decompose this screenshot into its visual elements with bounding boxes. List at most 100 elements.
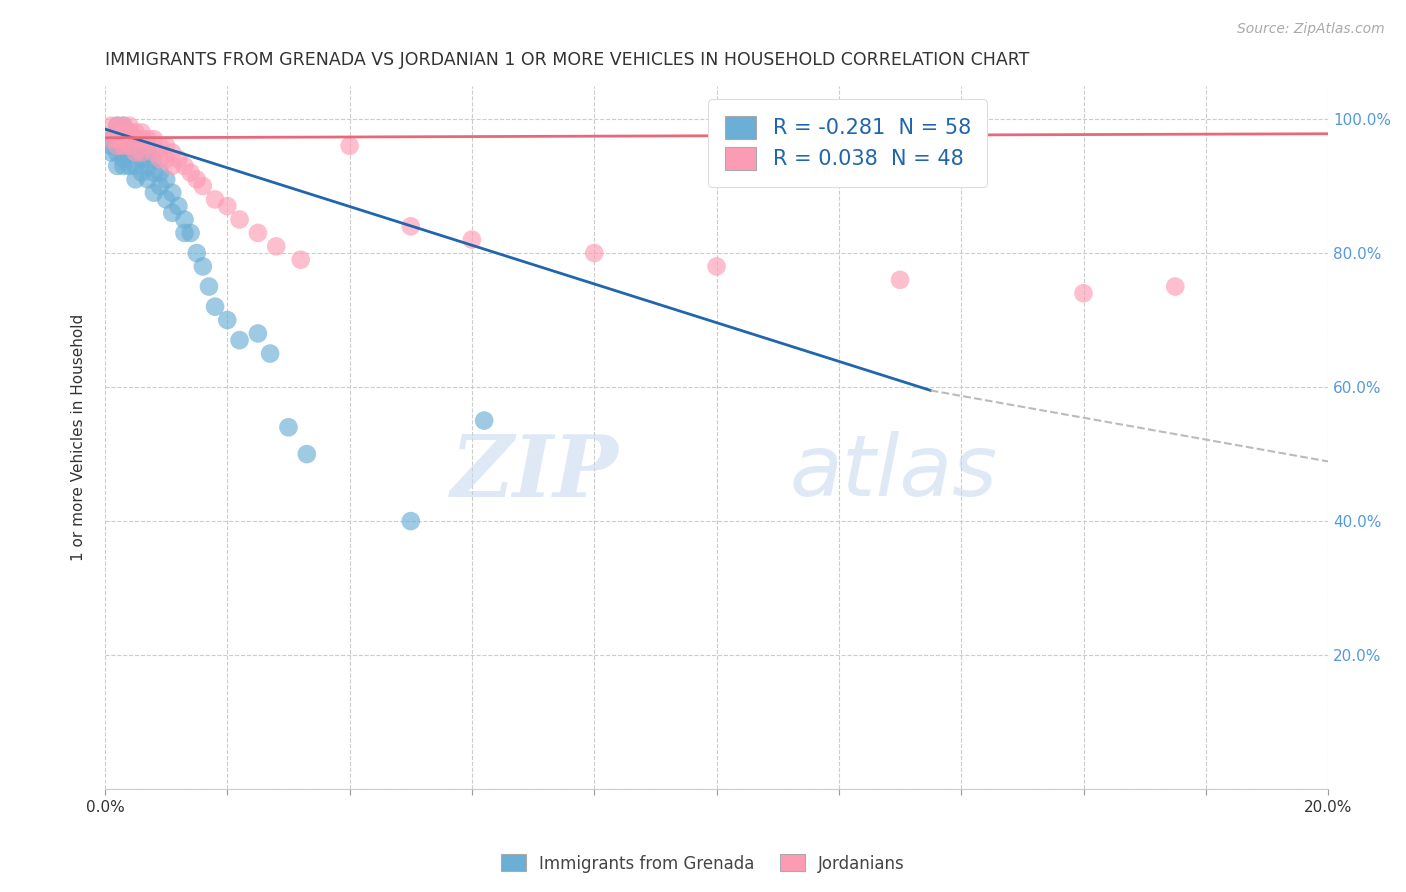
Point xyxy=(124,159,146,173)
Point xyxy=(246,226,269,240)
Point xyxy=(461,233,484,247)
Point xyxy=(131,166,153,180)
Point xyxy=(217,313,239,327)
Point xyxy=(339,138,361,153)
Point xyxy=(290,252,312,267)
Point xyxy=(246,326,269,341)
Point xyxy=(162,145,184,160)
Point xyxy=(118,125,141,139)
Point xyxy=(112,159,135,173)
Text: IMMIGRANTS FROM GRENADA VS JORDANIAN 1 OR MORE VEHICLES IN HOUSEHOLD CORRELATION: IMMIGRANTS FROM GRENADA VS JORDANIAN 1 O… xyxy=(105,51,1029,69)
Point xyxy=(142,186,165,200)
Legend: Immigrants from Grenada, Jordanians: Immigrants from Grenada, Jordanians xyxy=(495,847,911,880)
Point xyxy=(112,125,135,139)
Point xyxy=(105,145,128,160)
Point xyxy=(142,132,165,146)
Point xyxy=(100,145,122,160)
Point xyxy=(191,260,214,274)
Point xyxy=(112,153,135,167)
Point xyxy=(162,186,184,200)
Point xyxy=(204,193,226,207)
Point xyxy=(1073,286,1095,301)
Point xyxy=(124,172,146,186)
Point xyxy=(118,138,141,153)
Point xyxy=(167,199,190,213)
Point xyxy=(105,159,128,173)
Point xyxy=(105,125,128,139)
Point xyxy=(112,119,135,133)
Point xyxy=(105,132,128,146)
Point xyxy=(136,132,159,146)
Point xyxy=(112,125,135,139)
Point xyxy=(180,166,202,180)
Point xyxy=(100,119,122,133)
Text: Source: ZipAtlas.com: Source: ZipAtlas.com xyxy=(1237,22,1385,37)
Point xyxy=(149,166,172,180)
Point xyxy=(173,159,195,173)
Point xyxy=(112,132,135,146)
Point xyxy=(149,153,172,167)
Text: ZIP: ZIP xyxy=(451,431,619,515)
Point xyxy=(112,132,135,146)
Point xyxy=(136,159,159,173)
Point xyxy=(136,138,159,153)
Point xyxy=(155,138,177,153)
Text: atlas: atlas xyxy=(790,431,998,514)
Point xyxy=(100,132,122,146)
Point xyxy=(264,239,287,253)
Point xyxy=(277,420,299,434)
Point xyxy=(162,159,184,173)
Point xyxy=(142,153,165,167)
Point xyxy=(142,166,165,180)
Point xyxy=(118,138,141,153)
Point xyxy=(124,145,146,160)
Point xyxy=(118,132,141,146)
Point xyxy=(100,132,122,146)
Point xyxy=(149,179,172,194)
Point xyxy=(124,138,146,153)
Point xyxy=(399,514,422,528)
Point xyxy=(112,138,135,153)
Point xyxy=(162,206,184,220)
Point xyxy=(472,413,495,427)
Point xyxy=(118,125,141,139)
Point xyxy=(105,138,128,153)
Point xyxy=(118,119,141,133)
Point xyxy=(186,246,208,260)
Point xyxy=(583,246,606,260)
Point xyxy=(173,226,195,240)
Point xyxy=(889,273,911,287)
Point xyxy=(204,300,226,314)
Point xyxy=(124,145,146,160)
Point xyxy=(105,119,128,133)
Point xyxy=(118,145,141,160)
Point xyxy=(112,119,135,133)
Point xyxy=(131,132,153,146)
Legend: R = -0.281  N = 58, R = 0.038  N = 48: R = -0.281 N = 58, R = 0.038 N = 48 xyxy=(709,99,987,186)
Point xyxy=(228,333,250,347)
Point xyxy=(1164,279,1187,293)
Point xyxy=(100,138,122,153)
Point xyxy=(228,212,250,227)
Point xyxy=(186,172,208,186)
Point xyxy=(295,447,318,461)
Point xyxy=(112,138,135,153)
Point xyxy=(191,179,214,194)
Point xyxy=(217,199,239,213)
Point xyxy=(142,145,165,160)
Point xyxy=(131,145,153,160)
Point xyxy=(105,119,128,133)
Point xyxy=(131,153,153,167)
Point xyxy=(136,145,159,160)
Point xyxy=(198,279,221,293)
Point xyxy=(167,153,190,167)
Point xyxy=(149,138,172,153)
Point xyxy=(124,125,146,139)
Point xyxy=(124,132,146,146)
Point xyxy=(118,159,141,173)
Point xyxy=(105,125,128,139)
Point xyxy=(131,138,153,153)
Point xyxy=(155,172,177,186)
Point xyxy=(136,172,159,186)
Point xyxy=(706,260,728,274)
